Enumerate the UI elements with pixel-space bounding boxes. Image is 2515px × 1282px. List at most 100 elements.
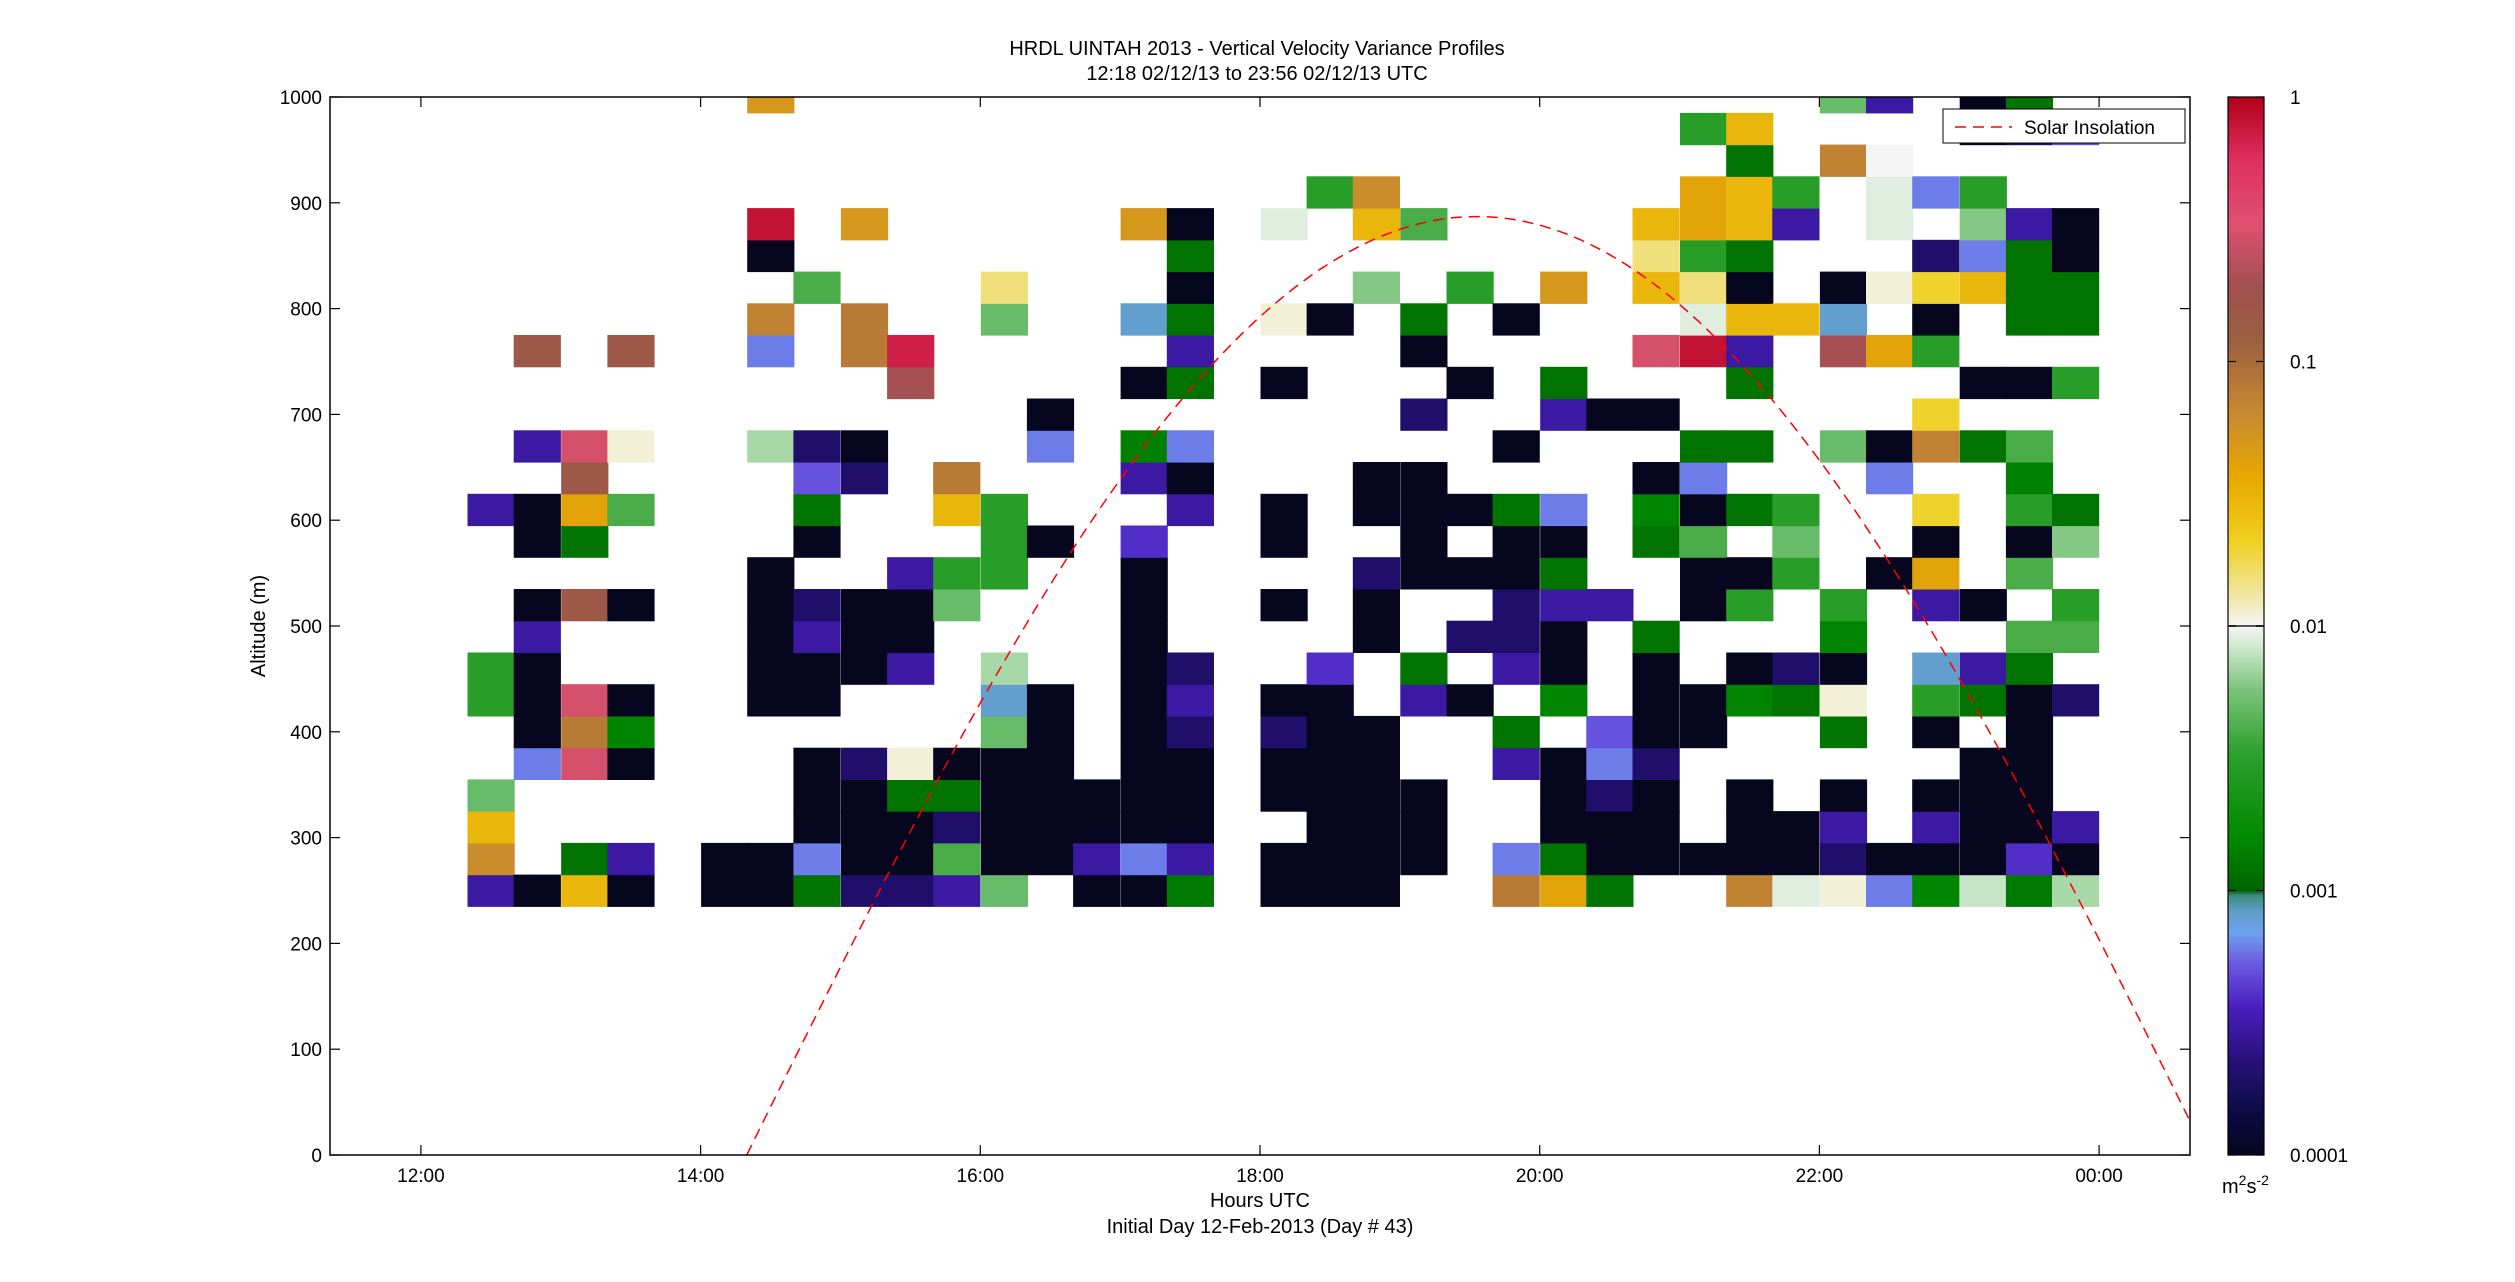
colorbar-tick-label: 0.001: [2290, 882, 2338, 903]
x-axis-label: Hours UTC: [1210, 1190, 1310, 1212]
heatmap-cell: [1352, 557, 1400, 590]
x-tick-label: 12:00: [397, 1166, 445, 1187]
heatmap-cell: [1446, 684, 1494, 717]
heatmap-cell: [1819, 779, 1868, 812]
heatmap-cell: [1306, 303, 1354, 336]
heatmap-cell: [1680, 462, 1728, 495]
solar-insolation-layer: [746, 215, 2190, 1155]
heatmap-cell: [467, 652, 515, 685]
heatmap-cell: [1866, 874, 1914, 907]
heatmap-cell: [513, 874, 561, 907]
heatmap-cells: [467, 97, 2100, 907]
heatmap-cell: [1680, 208, 1728, 241]
heatmap-cell: [1726, 176, 1774, 209]
heatmap-cell: [1680, 493, 1728, 527]
heatmap-cell: [1446, 366, 1494, 400]
heatmap-cell: [840, 589, 889, 622]
y-tick-label: 800: [290, 300, 322, 321]
heatmap-cell: [933, 779, 981, 812]
heatmap-cell: [1306, 176, 1354, 209]
heatmap-cell: [1586, 747, 1634, 780]
heatmap-cell: [1959, 842, 2007, 876]
colorbar-ticks: 1 0.1 0.01 0.001 0.0001: [2228, 88, 2348, 1167]
heatmap-cell: [1912, 239, 1960, 273]
heatmap-cell: [1866, 208, 1914, 241]
heatmap-cell: [887, 747, 935, 780]
heatmap-cell: [980, 271, 1028, 304]
heatmap-cell: [2005, 652, 2054, 685]
heatmap-cell: [1166, 303, 1214, 336]
heatmap-cell: [1492, 525, 1540, 558]
heatmap-cell: [1632, 811, 1680, 844]
heatmap-cell: [1632, 208, 1680, 241]
y-tick-label: 200: [290, 934, 322, 955]
heatmap-cell: [1819, 842, 1868, 876]
heatmap-cell: [701, 874, 749, 907]
heatmap-cell: [1819, 97, 1868, 114]
heatmap-cell: [1866, 335, 1914, 368]
heatmap-cell: [793, 589, 841, 622]
heatmap-cell: [1726, 208, 1774, 241]
heatmap-cell: [1120, 557, 1168, 590]
heatmap-cell: [2052, 271, 2100, 304]
heatmap-cell: [1166, 652, 1214, 685]
heatmap-cell: [513, 430, 561, 463]
heatmap-cell: [1260, 208, 1308, 241]
heatmap-cell: [1726, 557, 1774, 590]
heatmap-cell: [1306, 842, 1354, 876]
heatmap-cell: [1540, 747, 1588, 780]
heatmap-cell: [1959, 176, 2007, 209]
heatmap-cell: [2005, 271, 2054, 304]
heatmap-cell: [1306, 684, 1354, 717]
heatmap-cell: [1586, 842, 1634, 876]
heatmap-cell: [1680, 684, 1728, 717]
heatmap-cell: [1726, 652, 1774, 685]
heatmap-cell: [1632, 525, 1680, 558]
heatmap-cell: [561, 747, 609, 780]
heatmap-cell: [840, 747, 889, 780]
heatmap-cell: [1352, 589, 1400, 622]
heatmap-cell: [1819, 684, 1868, 717]
heatmap-cell: [887, 779, 935, 812]
y-axis: 0 100 200 300 400 500 600 700 800 900 1000: [280, 88, 2190, 1167]
heatmap-cell: [887, 557, 935, 590]
heatmap-cell: [1492, 557, 1540, 590]
heatmap-cell: [747, 303, 795, 336]
heatmap-cell: [513, 589, 561, 622]
heatmap-cell: [1260, 715, 1308, 749]
heatmap-cell: [1912, 652, 1960, 685]
heatmap-cell: [1540, 271, 1588, 304]
heatmap-cell: [1446, 271, 1494, 304]
heatmap-cell: [1073, 779, 1121, 812]
heatmap-cell: [1632, 684, 1680, 717]
heatmap-cell: [607, 747, 655, 780]
heatmap-cell: [1400, 398, 1448, 431]
heatmap-cell: [1540, 557, 1588, 590]
heatmap-cell: [840, 335, 889, 368]
heatmap-cell: [1912, 811, 1960, 844]
heatmap-cell: [1819, 652, 1868, 685]
heatmap-cell: [1446, 493, 1494, 527]
heatmap-cell: [980, 557, 1028, 590]
heatmap-cell: [1260, 842, 1308, 876]
heatmap-cell: [793, 747, 841, 780]
y-tick-label: 600: [290, 511, 322, 532]
heatmap-cell: [1632, 715, 1680, 749]
heatmap-cell: [1260, 525, 1308, 558]
heatmap-cell: [1540, 398, 1588, 431]
heatmap-cell: [1352, 176, 1400, 209]
heatmap-cell: [1026, 525, 1075, 558]
heatmap-cell: [1819, 271, 1868, 304]
x-tick-label: 16:00: [957, 1166, 1005, 1187]
heatmap-cell: [2005, 811, 2054, 844]
heatmap-cell: [1400, 684, 1448, 717]
colorbar-tick-label: 0.1: [2290, 353, 2316, 374]
heatmap-cell: [1492, 589, 1540, 622]
heatmap-cell: [840, 620, 889, 653]
heatmap-cell: [1819, 874, 1868, 907]
heatmap-cell: [1492, 493, 1540, 527]
heatmap-cell: [1866, 144, 1914, 177]
heatmap-cell: [747, 97, 795, 114]
heatmap-cell: [1260, 493, 1308, 527]
